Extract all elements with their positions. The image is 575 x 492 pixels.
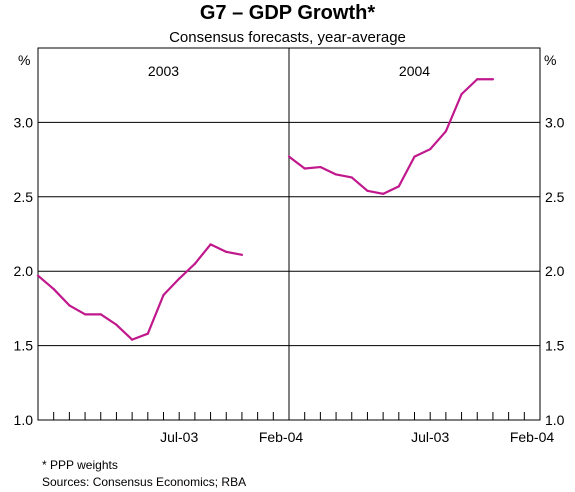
axis-ticks: 1.0 1.0 1.5 1.5 2.0 2.0 2.5 2.5 3.0 3.0 2003 Jul-03…	[14, 63, 565, 445]
y-tick-label-left: 3.0	[14, 114, 34, 130]
data-point	[83, 313, 87, 316]
data-point	[382, 192, 385, 195]
grid-lines	[38, 121, 540, 347]
data-point	[193, 262, 196, 265]
data-point	[491, 78, 495, 81]
y-tick-label-left: 2.0	[14, 263, 34, 279]
gdp-forecast-line-2003	[37, 243, 243, 341]
y-tick-label-right: 1.0	[545, 412, 565, 428]
gdp-forecast-line-2004	[288, 78, 493, 195]
data-point	[115, 323, 118, 326]
data-point	[350, 176, 353, 179]
data-point	[287, 155, 291, 158]
y-axis-unit-right: %	[544, 52, 556, 68]
data-point	[303, 167, 306, 170]
y-tick-label-left: 1.0	[14, 412, 34, 428]
y-tick-label-left: 1.5	[14, 338, 34, 354]
y-tick-label-right: 2.5	[545, 189, 565, 205]
data-point	[162, 293, 165, 297]
data-point	[429, 148, 432, 151]
data-point	[240, 253, 244, 256]
data-point	[131, 338, 134, 341]
data-point	[413, 155, 416, 158]
x-tick-label: Jul-03	[160, 429, 198, 445]
series-lines	[36, 78, 495, 341]
panel-label-2003: 2003	[148, 63, 179, 79]
data-point	[36, 274, 40, 277]
data-point	[209, 243, 212, 246]
data-point	[366, 189, 369, 192]
y-tick-label-right: 2.0	[545, 263, 565, 279]
data-point	[319, 165, 322, 169]
y-tick-label-right: 3.0	[545, 114, 565, 130]
data-point	[146, 332, 149, 335]
data-point	[444, 130, 447, 133]
footnote: * PPP weights	[42, 458, 118, 472]
x-tick-label: Feb-04	[259, 429, 304, 445]
y-tick-label-left: 2.5	[14, 189, 34, 205]
data-point	[178, 277, 181, 280]
sources-note: Sources: Consensus Economics; RBA	[42, 475, 247, 489]
data-point	[334, 173, 338, 176]
data-point	[460, 93, 463, 96]
y-tick-label-right: 1.5	[545, 338, 565, 354]
data-point	[476, 78, 479, 81]
chart-subtitle: Consensus forecasts, year-average	[169, 29, 406, 46]
data-point	[99, 313, 102, 316]
data-point	[68, 304, 71, 307]
x-tick-label: Jul-03	[411, 429, 449, 445]
data-point	[52, 287, 55, 291]
y-axis-unit-left: %	[18, 52, 30, 68]
data-point	[225, 250, 228, 253]
data-point	[397, 185, 400, 188]
chart-title: G7 – GDP Growth*	[199, 2, 376, 24]
x-tick-label: Feb-04	[510, 429, 555, 445]
panel-label-2004: 2004	[399, 63, 430, 79]
